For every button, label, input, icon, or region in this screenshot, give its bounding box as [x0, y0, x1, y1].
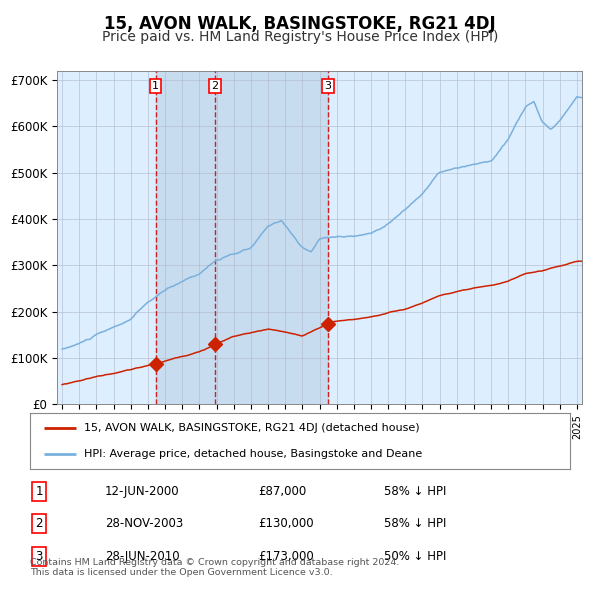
Bar — [215, 71, 328, 404]
Text: £87,000: £87,000 — [258, 484, 306, 498]
Text: 12-JUN-2000: 12-JUN-2000 — [105, 484, 179, 498]
Text: HPI: Average price, detached house, Basingstoke and Deane: HPI: Average price, detached house, Basi… — [84, 449, 422, 459]
Text: 1: 1 — [152, 81, 159, 91]
Bar — [155, 71, 215, 404]
Text: 28-NOV-2003: 28-NOV-2003 — [105, 517, 183, 530]
Text: 28-JUN-2010: 28-JUN-2010 — [105, 549, 179, 563]
Text: £173,000: £173,000 — [258, 549, 314, 563]
Text: Price paid vs. HM Land Registry's House Price Index (HPI): Price paid vs. HM Land Registry's House … — [102, 30, 498, 44]
Text: 58% ↓ HPI: 58% ↓ HPI — [384, 517, 446, 530]
Text: 2: 2 — [211, 81, 218, 91]
Text: Contains HM Land Registry data © Crown copyright and database right 2024.
This d: Contains HM Land Registry data © Crown c… — [30, 558, 400, 577]
Text: 2: 2 — [35, 517, 43, 530]
Text: 58% ↓ HPI: 58% ↓ HPI — [384, 484, 446, 498]
Text: 1: 1 — [35, 484, 43, 498]
Text: 15, AVON WALK, BASINGSTOKE, RG21 4DJ: 15, AVON WALK, BASINGSTOKE, RG21 4DJ — [104, 15, 496, 32]
Text: 15, AVON WALK, BASINGSTOKE, RG21 4DJ (detached house): 15, AVON WALK, BASINGSTOKE, RG21 4DJ (de… — [84, 423, 419, 433]
Text: 50% ↓ HPI: 50% ↓ HPI — [384, 549, 446, 563]
Text: 3: 3 — [325, 81, 331, 91]
Text: £130,000: £130,000 — [258, 517, 314, 530]
Text: 3: 3 — [35, 549, 43, 563]
